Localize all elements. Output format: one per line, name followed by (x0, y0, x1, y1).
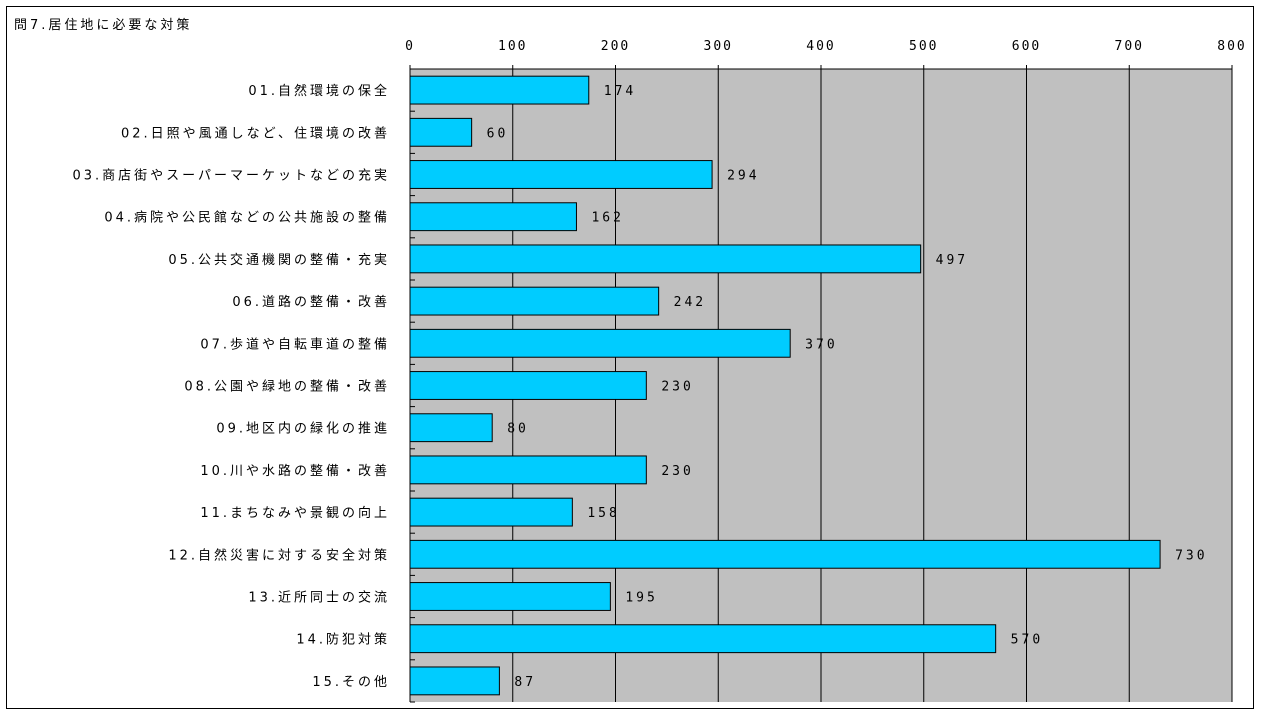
x-tick-label-2: 200 (601, 39, 630, 54)
category-label-10: 10.川や水路の整備・改善 (200, 463, 390, 479)
bar-15 (409, 666, 500, 696)
bar-5 (409, 244, 922, 274)
value-label-9: 80 (507, 422, 529, 437)
value-label-7: 370 (805, 337, 837, 352)
value-label-1: 174 (604, 84, 636, 99)
x-tick-label-0: 0 (405, 39, 415, 54)
category-label-1: 01.自然環境の保全 (248, 83, 390, 99)
bar-6 (409, 286, 660, 316)
category-label-6: 06.道路の整備・改善 (232, 294, 390, 310)
bar-13 (409, 582, 611, 611)
x-tick-label-1: 100 (498, 39, 527, 54)
category-label-2: 02.日照や風通しなど、住環境の改善 (121, 125, 390, 141)
bar-14 (409, 624, 997, 654)
value-label-8: 230 (661, 380, 693, 395)
category-label-11: 11.まちなみや景観の向上 (200, 505, 390, 521)
category-labels: 01.自然環境の保全 02.日照や風通しなど、住環境の改善 03.商店街やスーパーマ… (72, 83, 390, 690)
value-label-13: 195 (625, 591, 657, 606)
value-label-12: 730 (1175, 548, 1207, 563)
category-label-4: 04.病院や公民館などの公共施設の整備 (104, 210, 390, 226)
value-label-10: 230 (661, 464, 693, 479)
category-label-14: 14.防犯対策 (296, 632, 390, 648)
bar-1 (409, 75, 590, 105)
value-labels: 174 60 294 162 497 242 370 230 80 230 158 730 195 570… (487, 84, 1207, 690)
value-label-11: 158 (587, 506, 619, 521)
value-label-3: 294 (727, 169, 759, 184)
bar-7 (409, 328, 791, 358)
category-label-9: 09.地区内の緑化の推進 (216, 421, 390, 437)
bar-11 (409, 497, 573, 527)
chart-title: 問7.居住地に必要な対策 (14, 18, 193, 33)
category-label-3: 03.商店街やスーパーマーケットなどの充実 (72, 168, 390, 184)
category-label-12: 12.自然災害に対する安全対策 (168, 547, 390, 563)
bars (409, 75, 1161, 696)
value-label-14: 570 (1011, 633, 1043, 648)
x-tick-label-5: 500 (909, 39, 938, 54)
x-tick-label-6: 600 (1012, 39, 1041, 54)
x-tick-label-4: 400 (806, 39, 835, 54)
bar-10 (409, 455, 647, 485)
x-tick-label-8: 800 (1217, 39, 1246, 54)
x-tick-label-3: 300 (704, 39, 733, 54)
bar-4 (409, 202, 577, 232)
category-label-7: 07.歩道や自転車道の整備 (200, 336, 390, 352)
x-tick-label-7: 700 (1115, 39, 1144, 54)
bar-8 (409, 371, 647, 400)
category-label-5: 05.公共交通機関の整備・充実 (168, 252, 390, 268)
category-label-8: 08.公園や緑地の整備・改善 (184, 379, 390, 395)
value-label-4: 162 (591, 211, 623, 226)
bar-2 (409, 117, 473, 147)
bar-9 (409, 413, 493, 443)
value-label-2: 60 (487, 126, 509, 141)
bar-12 (409, 539, 1161, 569)
category-label-15: 15.その他 (312, 675, 390, 690)
bar-3 (409, 160, 713, 189)
value-label-5: 497 (936, 253, 968, 268)
value-label-15: 87 (514, 675, 536, 690)
category-label-13: 13.近所同士の交流 (248, 590, 390, 606)
value-label-6: 242 (674, 295, 706, 310)
